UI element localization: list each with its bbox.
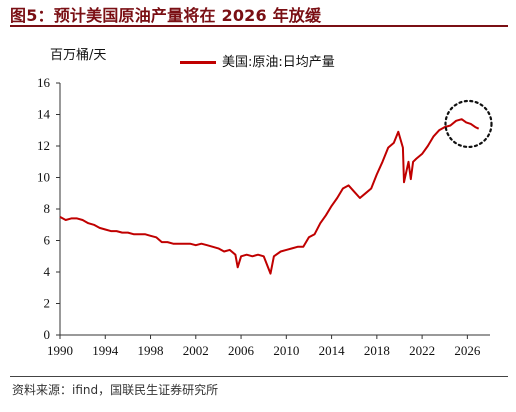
source-note: 资料来源：ifind，国联民生证券研究所 bbox=[12, 383, 219, 397]
y-tick-label: 4 bbox=[44, 264, 51, 279]
projection-highlight-circle bbox=[444, 99, 493, 149]
legend-label: 美国:原油:日均产量 bbox=[222, 55, 335, 70]
title-divider bbox=[10, 25, 508, 27]
legend-swatch bbox=[180, 61, 216, 64]
x-tick-label: 2010 bbox=[273, 343, 299, 358]
y-axis-unit-label: 百万桶/天 bbox=[50, 48, 107, 63]
line-chart: 0 2 4 6 8 10 12 14 16 1990 1994 1998 2002 2006 2010 201… bbox=[37, 75, 493, 358]
y-tick-label: 16 bbox=[37, 75, 51, 90]
x-tick-label: 2014 bbox=[319, 343, 346, 358]
y-tick-label: 0 bbox=[44, 327, 51, 342]
x-tick-label: 2018 bbox=[364, 343, 390, 358]
y-tick-label: 10 bbox=[37, 170, 50, 185]
y-tick-label: 6 bbox=[44, 233, 51, 248]
chart-title: 图5：预计美国原油产量将在 2026 年放缓 bbox=[10, 6, 322, 25]
y-tick-label: 8 bbox=[44, 201, 51, 216]
x-tick-label: 1998 bbox=[138, 343, 164, 358]
x-tick-label: 2026 bbox=[454, 343, 481, 358]
source-divider bbox=[10, 376, 508, 377]
y-tick-label: 12 bbox=[37, 138, 50, 153]
x-tick-label: 1990 bbox=[47, 343, 73, 358]
y-tick-label: 2 bbox=[44, 296, 51, 311]
chart-legend: 美国:原油:日均产量 bbox=[180, 51, 335, 70]
x-tick-label: 2002 bbox=[183, 343, 209, 358]
x-tick-label: 1994 bbox=[92, 343, 119, 358]
y-tick-label: 14 bbox=[37, 107, 51, 122]
x-tick-label: 2022 bbox=[409, 343, 435, 358]
x-tick-label: 2006 bbox=[228, 343, 255, 358]
series-line-0 bbox=[59, 118, 480, 275]
